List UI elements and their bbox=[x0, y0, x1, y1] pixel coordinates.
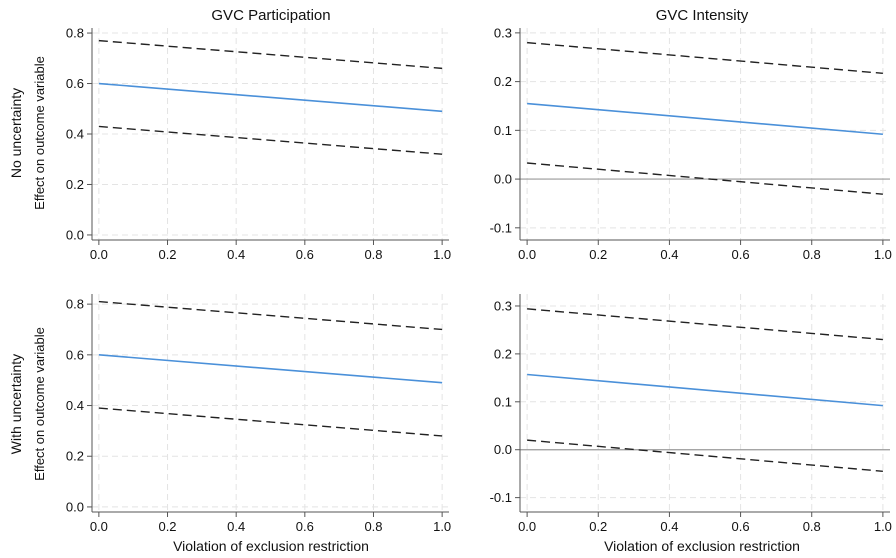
panel-no-uncertainty-participation: 0.0 0.2 0.4 0.6 0.8 0.0 0.2 0.4 0.6 0.8 1.0 bbox=[66, 26, 451, 262]
y-tick-label: 0.8 bbox=[66, 297, 84, 312]
y-tick-label: 0.1 bbox=[494, 394, 512, 409]
x-tick-label: 0.0 bbox=[518, 247, 536, 262]
x-tick-label: 0.8 bbox=[364, 519, 382, 534]
y-tick-label: 0.4 bbox=[66, 127, 84, 142]
y-axis-label-top: Effect on outcome variable bbox=[32, 56, 47, 210]
x-tick-label: 0.8 bbox=[364, 247, 382, 262]
x-tick-label: 0.6 bbox=[296, 519, 314, 534]
y-tick-label: -0.1 bbox=[490, 490, 512, 505]
panel-with-uncertainty-intensity: -0.1 0.0 0.1 0.2 0.3 0.0 0.2 0.4 0.6 0.8 1.0 bbox=[490, 294, 892, 534]
y-tick-label: 0.2 bbox=[494, 74, 512, 89]
y-tick-label: 0.0 bbox=[494, 172, 512, 187]
y-axis-label-bottom: Effect on outcome variable bbox=[32, 327, 47, 481]
series-upper-bound-line bbox=[98, 300, 443, 331]
series-lower-bound-line bbox=[98, 407, 443, 437]
y-tick-label: 0.2 bbox=[66, 449, 84, 464]
x-tick-label: 0.4 bbox=[227, 247, 245, 262]
series-lower-bound-line bbox=[527, 162, 883, 195]
series-estimate-line bbox=[98, 354, 443, 384]
x-tick-label: 0.2 bbox=[158, 519, 176, 534]
x-tick-label: 0.4 bbox=[660, 247, 678, 262]
x-tick-label: 0.4 bbox=[660, 519, 678, 534]
x-tick-label: 1.0 bbox=[433, 519, 451, 534]
x-tick-label: 0.4 bbox=[227, 519, 245, 534]
row-label-no-uncertainty: No uncertainty bbox=[8, 88, 24, 178]
series-estimate-line bbox=[98, 82, 443, 113]
y-tick-label: 0.2 bbox=[494, 346, 512, 361]
series-upper-bound-line bbox=[527, 308, 883, 341]
x-tick-label: 0.0 bbox=[518, 519, 536, 534]
x-tick-label: 0.6 bbox=[732, 247, 750, 262]
y-tick-label: 0.2 bbox=[66, 177, 84, 192]
series-lower-bound-line bbox=[527, 439, 883, 472]
x-tick-label: 0.6 bbox=[732, 519, 750, 534]
panel-no-uncertainty-intensity: -0.1 0.0 0.1 0.2 0.3 0.0 0.2 0.4 0.6 0.8 1.0 bbox=[490, 25, 892, 262]
series-estimate-line bbox=[527, 102, 883, 136]
row-label-with-uncertainty: With uncertainty bbox=[8, 354, 24, 454]
y-tick-label: 0.3 bbox=[494, 298, 512, 313]
y-tick-label: 0.0 bbox=[66, 499, 84, 514]
panel-with-uncertainty-participation: 0.0 0.2 0.4 0.6 0.8 0.0 0.2 0.4 0.6 0.8 1.0 bbox=[66, 294, 451, 534]
x-tick-label: 0.6 bbox=[296, 247, 314, 262]
series-upper-bound-line bbox=[98, 39, 443, 70]
y-tick-label: 0.6 bbox=[66, 347, 84, 362]
x-tick-label: 0.2 bbox=[589, 519, 607, 534]
y-tick-label: 0.3 bbox=[494, 25, 512, 40]
series-upper-bound-line bbox=[527, 41, 883, 75]
series-lower-bound-line bbox=[98, 125, 443, 155]
y-tick-label: 0.6 bbox=[66, 76, 84, 91]
x-axis-label-right: Violation of exclusion restriction bbox=[604, 538, 800, 554]
series-estimate-line bbox=[527, 373, 883, 407]
x-tick-label: 1.0 bbox=[874, 247, 892, 262]
y-tick-label: 0.1 bbox=[494, 123, 512, 138]
y-tick-label: -0.1 bbox=[490, 220, 512, 235]
x-tick-label: 0.0 bbox=[90, 247, 108, 262]
x-tick-label: 0.8 bbox=[803, 247, 821, 262]
y-tick-label: 0.8 bbox=[66, 26, 84, 41]
x-tick-label: 0.2 bbox=[158, 247, 176, 262]
x-tick-label: 0.8 bbox=[803, 519, 821, 534]
x-tick-label: 1.0 bbox=[433, 247, 451, 262]
x-axis-label-left: Violation of exclusion restriction bbox=[173, 538, 369, 554]
column-title-participation: GVC Participation bbox=[211, 7, 330, 24]
column-title-intensity: GVC Intensity bbox=[656, 7, 749, 24]
y-tick-label: 0.0 bbox=[494, 442, 512, 457]
x-tick-label: 1.0 bbox=[874, 519, 892, 534]
x-tick-label: 0.0 bbox=[90, 519, 108, 534]
y-tick-label: 0.0 bbox=[66, 227, 84, 242]
x-tick-label: 0.2 bbox=[589, 247, 607, 262]
y-tick-label: 0.4 bbox=[66, 398, 84, 413]
